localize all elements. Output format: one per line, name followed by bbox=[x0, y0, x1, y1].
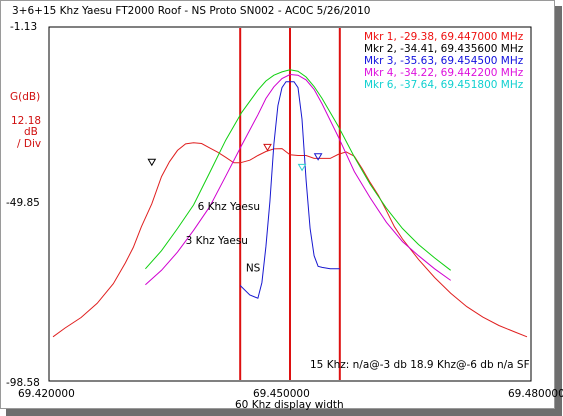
window-shadow-right bbox=[555, 6, 562, 415]
x-tick-label-right: 69.480000 bbox=[508, 388, 563, 400]
marker-triangle-4 bbox=[313, 153, 323, 161]
marker-readout-2: Mkr 2, -34.41, 69.435600 MHz bbox=[364, 43, 524, 55]
y-tick-label-top: -1.13 bbox=[10, 21, 37, 33]
series-line-4 bbox=[239, 81, 340, 299]
curve-annotation-3: NS bbox=[246, 263, 261, 275]
marker-readout-4: Mkr 4, -34.22, 69.442200 MHz bbox=[364, 67, 524, 79]
marker-readout-5: Mkr 6, -37.64, 69.451800 MHz bbox=[364, 79, 524, 91]
marker-points bbox=[147, 143, 323, 172]
marker-triangle-1 bbox=[147, 158, 157, 167]
window-shadow-bottom bbox=[6, 409, 562, 416]
y-axis-label: G(dB) bbox=[10, 91, 40, 103]
marker-triangle-3 bbox=[297, 163, 307, 172]
chart-title: 3+6+15 Khz Yaesu FT2000 Roof - NS Proto … bbox=[12, 5, 370, 17]
curve-annotations: 6 Khz Yaesu 3 Khz Yaesu NS bbox=[186, 201, 261, 275]
y-scale-unit: dB bbox=[24, 126, 38, 138]
series-curves bbox=[52, 69, 528, 338]
series-line-3 bbox=[145, 69, 452, 271]
marker-triangle-2 bbox=[263, 143, 272, 152]
bandwidth-summary: 15 Khz: n/a@-3 db 18.9 Khz@-6 db n/a SF bbox=[310, 359, 530, 371]
curve-annotation-2: 3 Khz Yaesu bbox=[186, 235, 248, 247]
series-line-1 bbox=[52, 142, 528, 338]
marker-readout-1: Mkr 1, -29.38, 69.447000 MHz bbox=[364, 31, 524, 43]
x-tick-label-left: 69.420000 bbox=[18, 388, 75, 400]
x-axis-label: 60 Khz display width bbox=[235, 399, 344, 411]
marker-readout-3: Mkr 3, -35.63, 69.454500 MHz bbox=[364, 55, 524, 67]
series-line-2 bbox=[145, 73, 451, 286]
y-tick-label-mid: -49.85 bbox=[6, 197, 40, 209]
y-tick-label-bottom: -98.58 bbox=[6, 377, 40, 389]
y-scale-per-div: / Div bbox=[17, 138, 41, 150]
curve-annotation-1: 6 Khz Yaesu bbox=[198, 201, 260, 213]
marker-lines bbox=[239, 28, 341, 380]
x-tick-label-center: 69.450000 bbox=[253, 388, 310, 400]
y-scale-value: 12.18 bbox=[11, 115, 41, 127]
